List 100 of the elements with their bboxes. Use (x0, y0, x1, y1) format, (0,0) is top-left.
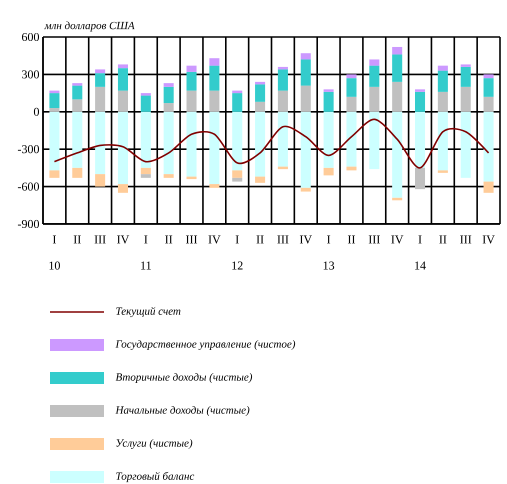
bar (232, 170, 242, 178)
bar (118, 90, 128, 112)
bar (232, 112, 242, 170)
bar (49, 90, 60, 94)
x-tick-label: IV (482, 236, 495, 244)
x-tick-label: II (165, 236, 172, 244)
bar (438, 92, 448, 112)
bar (278, 66, 288, 70)
y-tick-label: -300 (18, 145, 40, 154)
bar (140, 112, 151, 168)
bar (414, 92, 426, 112)
bar (186, 72, 197, 91)
bar (369, 59, 380, 66)
bar (49, 112, 60, 170)
bar (369, 112, 380, 170)
bar (49, 170, 60, 178)
bar (95, 73, 106, 87)
y-axis-title: млн долларов США (44, 22, 135, 32)
bar (392, 112, 402, 198)
bar (95, 69, 106, 74)
bar (460, 66, 471, 87)
bar (209, 58, 220, 66)
bar (392, 82, 402, 112)
bar (209, 66, 220, 91)
y-tick-label: 0 (34, 108, 40, 116)
bar (95, 86, 106, 112)
bar (300, 188, 311, 192)
bar (255, 84, 266, 102)
bar (186, 90, 197, 112)
bar (346, 112, 356, 167)
bar (255, 176, 266, 183)
bar (438, 70, 448, 92)
text: 12 (232, 262, 243, 270)
bar (95, 174, 106, 187)
y-tick-label: 600 (22, 32, 40, 42)
bar (118, 112, 128, 184)
legend-label: Начальные доходы (чистые) (115, 406, 250, 416)
text: 14 (415, 262, 426, 270)
x-tick-label: I (144, 236, 148, 244)
bar (164, 83, 174, 87)
bar (232, 90, 242, 94)
legend-label: Государственное управление (чистое) (115, 340, 296, 350)
bar (118, 68, 128, 91)
bar (140, 93, 151, 96)
bar (484, 182, 494, 193)
x-tick-label: II (256, 236, 264, 244)
x-tick-label: II (348, 236, 356, 244)
legend-label: Текущий счет (116, 306, 180, 318)
bar (255, 112, 266, 177)
x-tick-label: III (94, 236, 106, 244)
x-tick-label: III (368, 236, 380, 244)
bar (438, 112, 448, 170)
bar (72, 83, 82, 86)
bar (414, 112, 426, 168)
bar (460, 112, 471, 178)
x-tick-label: I (418, 236, 422, 244)
bar (209, 112, 220, 184)
bar (209, 184, 220, 188)
text: 13 (324, 262, 334, 270)
text: 10 (49, 262, 60, 270)
legend-label: Вторичные доходы (чистые) (116, 373, 252, 383)
x-tick-label: I (327, 236, 330, 244)
bar (72, 112, 82, 168)
bar (392, 198, 402, 200)
bar (118, 184, 128, 193)
bar (392, 46, 402, 54)
bar (300, 53, 311, 60)
y-tick-label: 300 (22, 70, 40, 78)
bar (300, 86, 311, 112)
y-tick-label: -600 (18, 182, 40, 191)
bar (324, 168, 334, 176)
line-series (54, 118, 490, 169)
bar (484, 74, 494, 78)
bar (278, 90, 288, 112)
bar (438, 66, 448, 71)
bar (369, 86, 380, 112)
bar (49, 108, 60, 112)
x-tick-label: I (236, 236, 239, 244)
legend-label: Торговый баланс (116, 472, 194, 482)
bar (438, 170, 448, 173)
bar (255, 82, 266, 84)
bar (95, 112, 106, 174)
bar (72, 168, 82, 178)
bar (72, 99, 82, 112)
bar (324, 89, 334, 92)
bar (346, 96, 356, 112)
x-tick-label: I (52, 236, 56, 244)
bar (186, 66, 197, 72)
bar (460, 64, 471, 67)
bar (164, 103, 174, 112)
bar (484, 96, 494, 112)
x-tick-label: III (277, 236, 288, 244)
bar (278, 69, 288, 91)
bar (278, 112, 288, 167)
bar (414, 168, 426, 190)
bar (346, 78, 356, 97)
bar (392, 54, 402, 82)
bar (300, 112, 311, 188)
bar (164, 112, 174, 174)
bar (324, 112, 334, 168)
